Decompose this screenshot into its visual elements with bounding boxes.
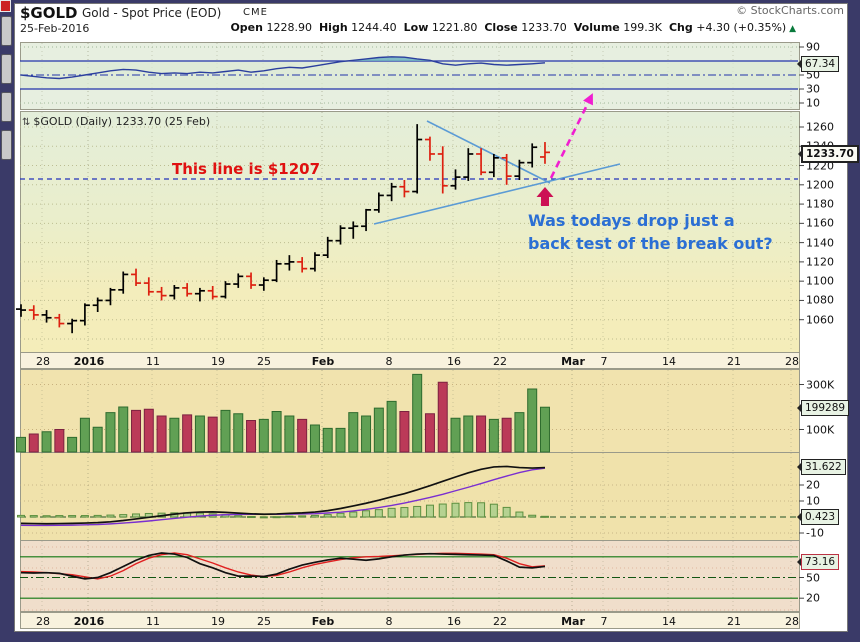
quote-bar: Open 1228.90 High 1244.40 Low 1221.80 Close…	[223, 21, 796, 34]
change-up-icon: ▲	[786, 24, 796, 34]
x-axis-label: 21	[727, 355, 741, 368]
updown-arrows-icon: ⇅	[22, 117, 31, 128]
x-axis-label: 16	[447, 355, 461, 368]
x-axis-label: 22	[493, 355, 507, 368]
quote-label: High	[318, 21, 348, 34]
quote-value: 1228.90	[262, 21, 312, 34]
x-axis-label: 28	[785, 615, 799, 628]
main-chart-label: ⇅ $GOLD (Daily) 1233.70 (25 Feb)	[22, 115, 210, 128]
stoch-value-tag: 73.16	[796, 554, 840, 570]
toolbar-button[interactable]	[1, 130, 12, 160]
macd-panel	[20, 452, 800, 541]
exchange-label: CME	[243, 7, 268, 18]
date-axis-top: 28 2016 11 19 25 Feb 8 16 22 Mar 7 14 21 28	[20, 352, 800, 369]
x-axis-label: 8	[385, 615, 393, 628]
quote-label: Chg	[668, 21, 693, 34]
toolbar-button[interactable]	[1, 54, 12, 84]
toolbar-button[interactable]	[1, 92, 12, 122]
quote-label: Low	[403, 21, 429, 34]
quote-value: 1244.40	[347, 21, 397, 34]
volume-value-tag: 199289	[796, 400, 850, 416]
x-axis-label: 28	[36, 615, 50, 628]
x-axis-label: 7	[600, 615, 608, 628]
toolbar-button[interactable]	[1, 16, 12, 46]
chart-date: 25-Feb-2016	[20, 22, 90, 35]
x-axis-label: 14	[662, 355, 676, 368]
price-panel	[20, 111, 800, 353]
x-axis-label: 25	[257, 355, 271, 368]
x-axis-label: 8	[385, 355, 393, 368]
quote-label: Volume	[573, 21, 620, 34]
annotation-question-line1: Was todays drop just a	[528, 211, 735, 230]
x-axis-label: 25	[257, 615, 271, 628]
symbol-title: $GOLD	[20, 4, 78, 22]
annotation-question-text: Was todays drop just a back test of the …	[528, 209, 773, 255]
x-axis-label: 2016	[73, 615, 105, 628]
rsi-panel	[20, 42, 800, 110]
copyright: © StockCharts.com	[736, 4, 844, 17]
main-chart-label-text: $GOLD (Daily) 1233.70 (25 Feb)	[33, 115, 211, 128]
x-axis-label: 11	[146, 355, 160, 368]
stochastic-panel	[20, 540, 800, 612]
annotation-price-line-text: This line is $1207	[172, 160, 321, 178]
x-axis-label: 14	[662, 615, 676, 628]
quote-label: Open	[230, 21, 263, 34]
toolbar-red-button[interactable]	[0, 0, 11, 12]
quote-label: Close	[484, 21, 518, 34]
macd-value-tag: 31.622	[797, 459, 846, 475]
x-axis-label: 28	[36, 355, 50, 368]
x-axis-label: 21	[727, 615, 741, 628]
symbol-description: Gold - Spot Price (EOD)	[82, 6, 222, 20]
date-axis-bottom: 28 2016 11 19 25 Feb 8 16 22 Mar 7 14 21 28	[20, 612, 800, 629]
volume-panel	[20, 369, 800, 453]
price-value-tag: 1233.70	[798, 145, 859, 163]
x-axis-label: 22	[493, 615, 507, 628]
x-axis-label: 19	[211, 355, 225, 368]
x-axis-label: Feb	[311, 355, 335, 368]
annotation-question-line2: back test of the break out?	[528, 234, 773, 253]
x-axis-label: 2016	[73, 355, 105, 368]
x-axis-label: 11	[146, 615, 160, 628]
x-axis-label: 7	[600, 355, 608, 368]
quote-value: 1233.70	[517, 21, 567, 34]
x-axis-label: 28	[785, 355, 799, 368]
x-axis-label: Mar	[561, 615, 585, 628]
x-axis-label: 16	[447, 615, 461, 628]
x-axis-label: Feb	[311, 615, 335, 628]
quote-value: 199.3K	[619, 21, 662, 34]
x-axis-label: Mar	[561, 355, 585, 368]
macd-hist-value-tag: 0.423	[796, 509, 840, 525]
quote-value: +4.30 (+0.35%)	[692, 21, 787, 34]
x-axis-label: 19	[211, 615, 225, 628]
rsi-value-tag: 67.34	[796, 56, 840, 72]
quote-value: 1221.80	[428, 21, 478, 34]
